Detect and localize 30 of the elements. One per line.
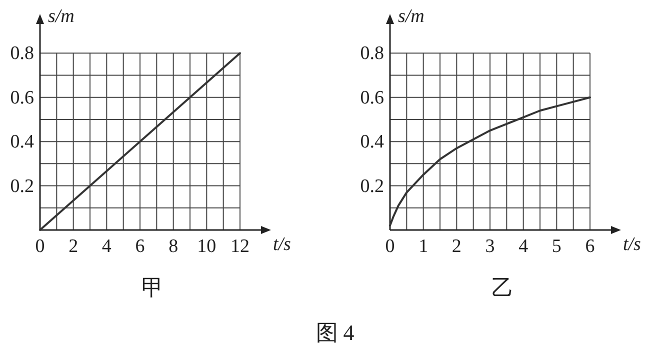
x-tick-label: 2 (452, 236, 462, 257)
x-tick-label: 12 (230, 236, 250, 257)
y-tick-label: 0.8 (10, 43, 34, 64)
y-tick-label: 0.2 (360, 176, 384, 197)
x-tick-label: 1 (418, 236, 428, 257)
x-tick-label: 6 (135, 236, 145, 257)
text: 甲 (142, 275, 164, 300)
x-tick-label: 3 (485, 236, 495, 257)
x-tick-label: 5 (552, 236, 562, 257)
y-tick-label: 0.6 (10, 87, 34, 108)
line-series (389, 96, 591, 227)
x-tick-label: 0 (385, 236, 395, 257)
y-tick-label: 0.4 (10, 132, 34, 153)
y-tick-label: 0.2 (10, 176, 34, 197)
x-tick-label: 2 (68, 236, 78, 257)
x-tick-label: 4 (518, 236, 529, 257)
x-axis-title: t/s (273, 234, 291, 255)
x-tick-label: 8 (168, 236, 178, 257)
x-tick-label: 4 (102, 236, 112, 257)
y-tick-label: 0.4 (360, 132, 384, 153)
caption: 图 4 (316, 320, 354, 345)
y-tick-label: 0.8 (360, 43, 384, 64)
text: 乙 (492, 275, 514, 300)
x-tick-label: 6 (585, 236, 595, 257)
y-axis-title: s/m (398, 6, 424, 27)
y-tick-label: 0.6 (360, 87, 384, 108)
x-tick-label: 10 (197, 236, 216, 257)
x-axis-title: t/s (623, 234, 641, 255)
x-tick-label: 0 (35, 236, 45, 257)
y-axis-title: s/m (48, 6, 74, 27)
